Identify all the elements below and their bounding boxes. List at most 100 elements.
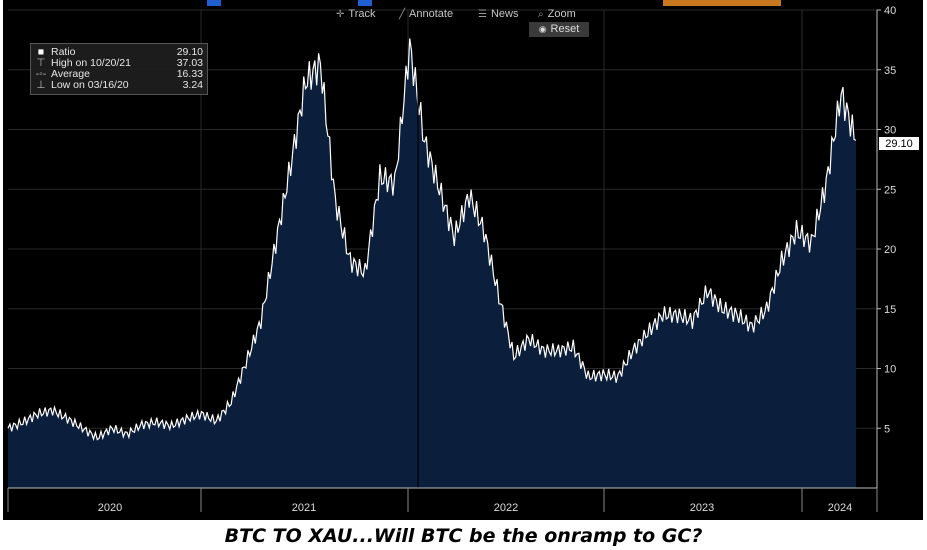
data-point-2022-03 — [483, 230, 486, 233]
data-point-2023-04 — [676, 313, 679, 316]
zoom-button[interactable]: ⌕ Zoom — [538, 7, 576, 21]
data-point-2019-09 — [36, 412, 39, 415]
data-point-2021-07 — [364, 271, 367, 274]
average-marker-icon: -◦- — [35, 68, 47, 80]
data-point-2023-08 — [736, 313, 739, 316]
y-tick-label: 35 — [884, 65, 896, 77]
data-point-2020-05 — [155, 421, 158, 424]
data-point-2020-08 — [200, 412, 203, 415]
y-tick-label: 20 — [884, 244, 896, 256]
ratio-line — [7, 38, 857, 442]
data-point-2022-08 — [557, 349, 560, 352]
legend-high-label: High on 10/20/21 — [51, 57, 131, 69]
reset-button[interactable]: ◉ Reset — [529, 22, 589, 37]
news-icon: ☰ — [478, 9, 487, 20]
news-label: News — [490, 8, 519, 20]
data-point-2023-12 — [795, 230, 798, 233]
data-point-2022-07 — [542, 349, 545, 352]
reset-icon: ◉ — [538, 24, 547, 34]
data-point-2020-03 — [126, 433, 129, 436]
track-label: Track — [348, 8, 376, 20]
data-point-2021-05 — [334, 200, 337, 203]
toolbar-strip-blue — [207, 0, 221, 6]
x-tick-label: 2022 — [494, 502, 518, 514]
data-point-2021-11 — [423, 140, 426, 143]
data-point-2020-06 — [170, 424, 173, 427]
data-point-2020-02 — [111, 427, 114, 430]
track-button[interactable]: ✛ Track — [336, 7, 375, 21]
data-point-2021-10 — [408, 44, 411, 47]
y-tick-label: 5 — [884, 423, 890, 435]
data-point-2020-04 — [140, 423, 143, 426]
data-point-2021-04 — [319, 62, 322, 65]
data-point-2023-06 — [706, 289, 709, 292]
x-tick-label: 2024 — [828, 502, 852, 514]
y-tick-label: 15 — [884, 304, 896, 316]
data-point-2022-11 — [602, 373, 605, 376]
zoom-label: Zoom — [547, 8, 576, 20]
toolbar-strip-blue-2 — [358, 0, 372, 6]
legend-low-label: Low on 03/16/20 — [51, 79, 129, 91]
data-point-2023-11 — [780, 260, 783, 263]
last-value-text: 29.10 — [885, 138, 913, 150]
legend-average-label: Average — [51, 68, 90, 80]
data-point-2022-01 — [453, 236, 456, 239]
data-point-2022-12 — [617, 375, 620, 378]
zoom-icon: ⌕ — [538, 9, 544, 20]
data-point-2019-10 — [51, 409, 54, 412]
data-point-2020-01 — [96, 436, 99, 439]
legend-low-row: ⊥ Low on 03/16/20 3.24 — [35, 79, 203, 91]
x-tick-label: 2020 — [98, 502, 122, 514]
data-point-2023-10 — [765, 307, 768, 310]
data-point-2024-02 — [825, 182, 828, 185]
annotate-button[interactable]: ╱ Annotate — [399, 7, 453, 21]
data-point-2024-01 — [810, 242, 813, 245]
crosshair-icon: ✛ — [336, 9, 345, 20]
data-point-2020-11 — [245, 361, 248, 364]
data-point-2021-02 — [289, 164, 292, 167]
data-point-2021-03 — [304, 80, 307, 83]
data-point-2022-09 — [572, 346, 575, 349]
high-marker-icon: ⊤ — [36, 57, 46, 69]
data-point-2023-09 — [750, 325, 753, 328]
legend-ratio-row: ■ Ratio 29.10 — [35, 46, 203, 58]
x-axis: 2020 2021 2022 2023 2024 — [7, 487, 878, 514]
ratio-area — [8, 38, 856, 489]
ratio-swatch-icon: ■ — [37, 46, 45, 58]
legend-ratio-value: 29.10 — [176, 46, 203, 58]
chart-terminal: 5 10 15 20 25 30 35 40 2020 2021 2022 2023 2024 29.… — [3, 0, 923, 520]
data-point-2020-10 — [230, 401, 233, 404]
data-point-2024-03 — [840, 92, 843, 95]
legend-low-value: 3.24 — [182, 79, 203, 91]
data-point-2022-10 — [587, 375, 590, 378]
y-tick-label: 10 — [884, 364, 896, 376]
annotate-label: Annotate — [409, 8, 454, 20]
last-value-tag: 29.10 — [879, 137, 919, 150]
data-point-2021-06 — [349, 260, 352, 263]
data-point-2023-03 — [661, 313, 664, 316]
data-point-2023-02 — [646, 331, 649, 334]
low-marker-icon: ⊥ — [36, 79, 46, 91]
data-point-2022-05 — [512, 355, 515, 358]
data-point-2022-02 — [468, 194, 471, 197]
data-point-2023-05 — [691, 319, 694, 322]
y-axis: 5 10 15 20 25 30 35 40 — [876, 5, 896, 488]
data-point-2019-11 — [66, 417, 69, 420]
data-point-2022-06 — [527, 337, 530, 340]
legend-high-value: 37.03 — [176, 57, 203, 69]
chart-legend: ■ Ratio 29.10 ⊤ High on 10/20/21 37.03 -… — [30, 43, 208, 95]
data-point-2020-12 — [259, 319, 262, 322]
data-point-2022-04 — [497, 295, 500, 298]
legend-average-value: 16.33 — [176, 68, 203, 80]
news-button[interactable]: ☰ News — [478, 7, 518, 21]
toolbar-strip-orange — [663, 0, 781, 6]
data-point-2023-07 — [721, 307, 724, 310]
legend-high-row: ⊤ High on 10/20/21 37.03 — [35, 57, 203, 69]
data-point-2023-01 — [631, 349, 634, 352]
pen-icon: ╱ — [399, 9, 406, 20]
chart-plot[interactable]: 5 10 15 20 25 30 35 40 2020 2021 2022 2023 2024 29.… — [3, 0, 923, 520]
data-point-2021-09 — [393, 182, 396, 185]
data-point-2021-01 — [274, 242, 277, 245]
y-tick-label: 30 — [884, 125, 896, 137]
legend-average-row: -◦- Average 16.33 — [35, 68, 203, 80]
